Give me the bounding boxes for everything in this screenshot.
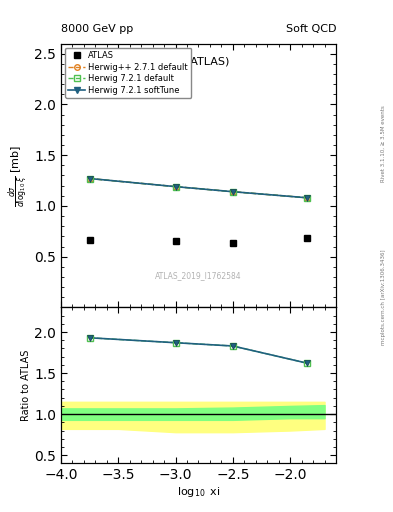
Text: Rivet 3.1.10, ≥ 3.5M events: Rivet 3.1.10, ≥ 3.5M events [381, 105, 386, 182]
Text: Soft QCD: Soft QCD [286, 24, 336, 34]
Y-axis label: $\frac{d\sigma}{d\log_{10}\xi}$ [mb]: $\frac{d\sigma}{d\log_{10}\xi}$ [mb] [7, 144, 31, 206]
Legend: ATLAS, Herwig++ 2.7.1 default, Herwig 7.2.1 default, Herwig 7.2.1 softTune: ATLAS, Herwig++ 2.7.1 default, Herwig 7.… [65, 48, 191, 98]
Text: 8000 GeV pp: 8000 GeV pp [61, 24, 133, 34]
Text: ksi (ATLAS): ksi (ATLAS) [167, 57, 230, 67]
Y-axis label: Ratio to ATLAS: Ratio to ATLAS [21, 350, 31, 421]
Text: mcplots.cern.ch [arXiv:1306.3436]: mcplots.cern.ch [arXiv:1306.3436] [381, 249, 386, 345]
X-axis label: $\log_{10}\ \mathrm{xi}$: $\log_{10}\ \mathrm{xi}$ [177, 485, 220, 499]
Text: ATLAS_2019_I1762584: ATLAS_2019_I1762584 [155, 271, 242, 280]
